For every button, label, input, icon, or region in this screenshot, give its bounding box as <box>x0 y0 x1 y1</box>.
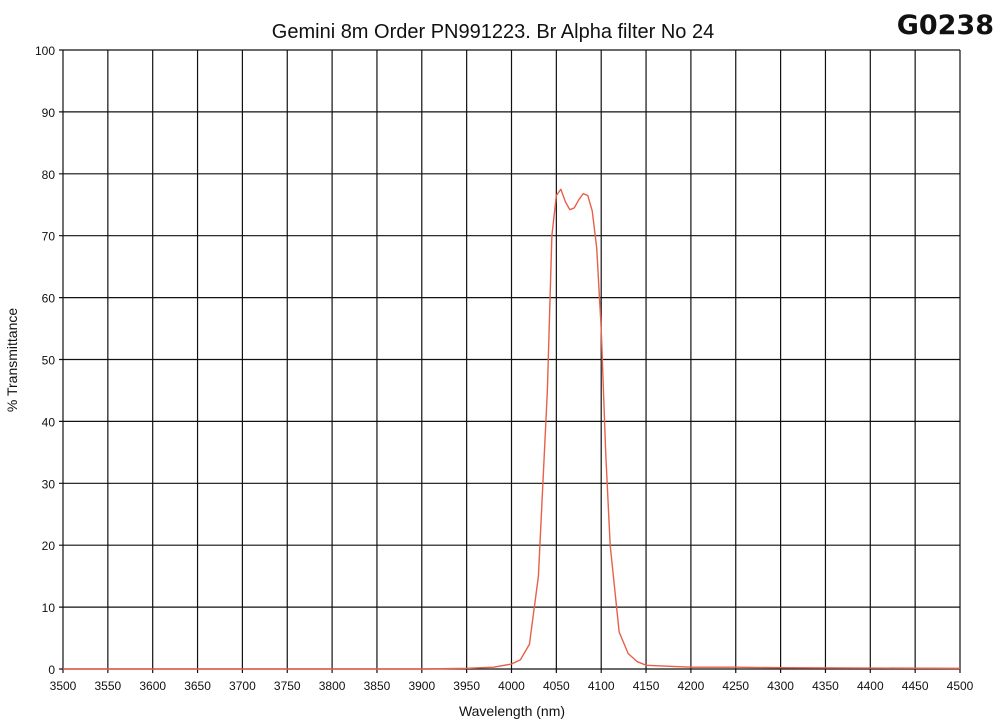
x-tick-label: 4050 <box>543 679 570 693</box>
x-tick-label: 4100 <box>588 679 615 693</box>
x-tick-label: 4400 <box>857 679 884 693</box>
y-tick-label: 80 <box>42 168 56 182</box>
chart-title: Gemini 8m Order PN991223. Br Alpha filte… <box>272 21 714 43</box>
y-tick-label: 100 <box>35 44 55 58</box>
y-tick-label: 10 <box>42 601 56 615</box>
filter-code-label: G0238 <box>897 10 994 41</box>
y-tick-label: 20 <box>42 539 56 553</box>
x-tick-label: 3500 <box>50 679 77 693</box>
y-axis-tick-labels: 0 10 20 30 40 50 60 70 80 90 100 <box>35 44 55 677</box>
x-tick-label: 3800 <box>319 679 346 693</box>
x-tick-label: 3600 <box>139 679 166 693</box>
x-tick-label: 4000 <box>498 679 525 693</box>
x-tick-label: 3950 <box>453 679 480 693</box>
x-tick-label: 3750 <box>274 679 301 693</box>
x-tick-label: 3700 <box>229 679 256 693</box>
y-tick-label: 40 <box>42 415 56 429</box>
transmittance-curve <box>63 188 961 670</box>
y-axis-label: % Transmittance <box>4 308 20 412</box>
x-tick-label: 4500 <box>947 679 974 693</box>
vertical-grid-lines <box>62 50 961 673</box>
horizontal-grid-lines <box>59 49 960 670</box>
x-tick-label: 3550 <box>94 679 121 693</box>
x-tick-label: 3900 <box>408 679 435 693</box>
y-tick-label: 50 <box>42 354 56 368</box>
y-tick-label: 0 <box>48 663 55 677</box>
x-tick-label: 3650 <box>184 679 211 693</box>
y-tick-label: 70 <box>42 230 56 244</box>
x-axis-label: Wavelength (nm) <box>459 703 565 719</box>
x-tick-label: 3850 <box>364 679 391 693</box>
y-tick-label: 60 <box>42 292 56 306</box>
x-tick-label: 4200 <box>678 679 705 693</box>
x-tick-label: 4350 <box>812 679 839 693</box>
x-tick-label: 4150 <box>633 679 660 693</box>
x-axis-tick-labels: 3500 3550 3600 3650 3700 3750 3800 3850 3900 3950… <box>50 679 974 693</box>
y-tick-label: 30 <box>42 477 56 491</box>
y-tick-label: 90 <box>42 106 56 120</box>
x-tick-label: 4250 <box>722 679 749 693</box>
x-tick-label: 4300 <box>767 679 794 693</box>
x-tick-label: 4450 <box>902 679 929 693</box>
